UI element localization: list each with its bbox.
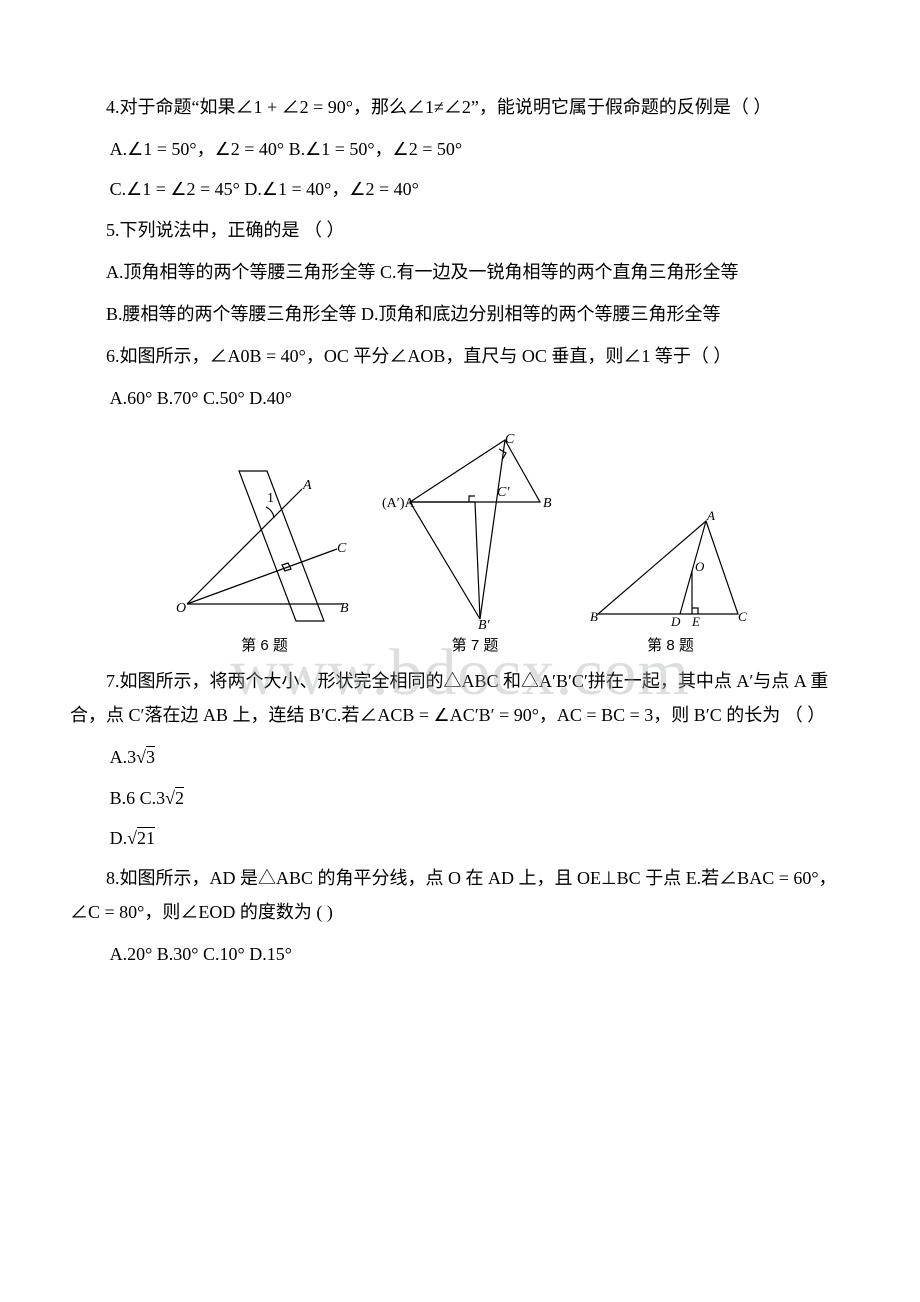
q8-opts: A.20° B.30° C.10° D.15° [70, 937, 850, 971]
fig6-1: 1 [267, 491, 274, 506]
fig8-D: D [670, 614, 681, 629]
fig8-C: C [738, 609, 747, 624]
fig8-A: A [706, 509, 715, 523]
q8-stem: 8.如图所示，AD 是△ABC 的角平分线，点 O 在 AD 上，且 OE⊥BC… [70, 861, 850, 929]
fig8-svg: A B C D E O [588, 509, 753, 629]
fig6-caption: 第 6 题 [241, 632, 288, 661]
fig8-B: B [590, 609, 598, 624]
q7-stem: 7.如图所示，将两个大小、形状完全相同的△ABC 和△A′B′C′拼在一起，其中… [70, 664, 850, 732]
fig7-caption: 第 7 题 [452, 632, 499, 661]
fig8-O: O [695, 559, 705, 574]
q5-opt-bd: B.腰相等的两个等腰三角形全等 D.顶角和底边分别相等的两个等腰三角形全等 [70, 297, 850, 331]
q4-opt-cd: C.∠1 = ∠2 = 45° D.∠1 = 40°，∠2 = 40° [70, 172, 850, 206]
fig7-svg: (A′)A B C C′ B′ [380, 434, 570, 629]
fig8-E: E [691, 614, 700, 629]
q7-optBC: B.6 C.3√2 [70, 781, 850, 815]
fig7-box: (A′)A B C C′ B′ 第 7 题 [380, 434, 570, 661]
fig6-C: C [337, 541, 347, 556]
q4-stem: 4.对于命题“如果∠1 + ∠2 = 90°，那么∠1≠∠2”，能说明它属于假命… [70, 90, 850, 124]
figure-row: O B A C 1 第 6 题 (A′)A [70, 434, 850, 661]
fig7-C: C [505, 434, 515, 447]
q7-optD-root: 21 [137, 828, 155, 848]
q7-optD-text: D. [110, 828, 128, 848]
q7-optA: A.3√3 [70, 740, 850, 774]
q7-optD: D.√21 [70, 821, 850, 855]
q5-stem: 5.下列说法中，正确的是 （ ） [70, 213, 850, 247]
fig6-A: A [302, 478, 312, 493]
q7-optA-text: A.3 [110, 747, 137, 767]
q6-opts: A.60° B.70° C.50° D.40° [70, 381, 850, 415]
fig6-O: O [176, 601, 186, 616]
fig6-svg: O B A C 1 [167, 464, 362, 629]
q7-optC-root: 2 [175, 788, 184, 808]
fig8-caption: 第 8 题 [647, 632, 694, 661]
q7-optA-root: 3 [146, 747, 155, 767]
fig7-C2: C′ [497, 485, 510, 500]
fig7-B2: B′ [478, 618, 491, 629]
fig6-B: B [340, 601, 349, 616]
fig8-box: A B C D E O 第 8 题 [588, 509, 753, 661]
q4-opt-ab: A.∠1 = 50°，∠2 = 40° B.∠1 = 50°，∠2 = 50° [70, 132, 850, 166]
q6-stem: 6.如图所示，∠A0B = 40°，OC 平分∠AOB，直尺与 OC 垂直，则∠… [70, 339, 850, 373]
q7-optBC-text: B.6 C.3 [110, 788, 166, 808]
fig6-box: O B A C 1 第 6 题 [167, 464, 362, 661]
fig7-A: (A′)A [382, 496, 415, 511]
q5-opt-ac: A.顶角相等的两个等腰三角形全等 C.有一边及一锐角相等的两个直角三角形全等 [70, 255, 850, 289]
fig7-B: B [543, 496, 552, 511]
